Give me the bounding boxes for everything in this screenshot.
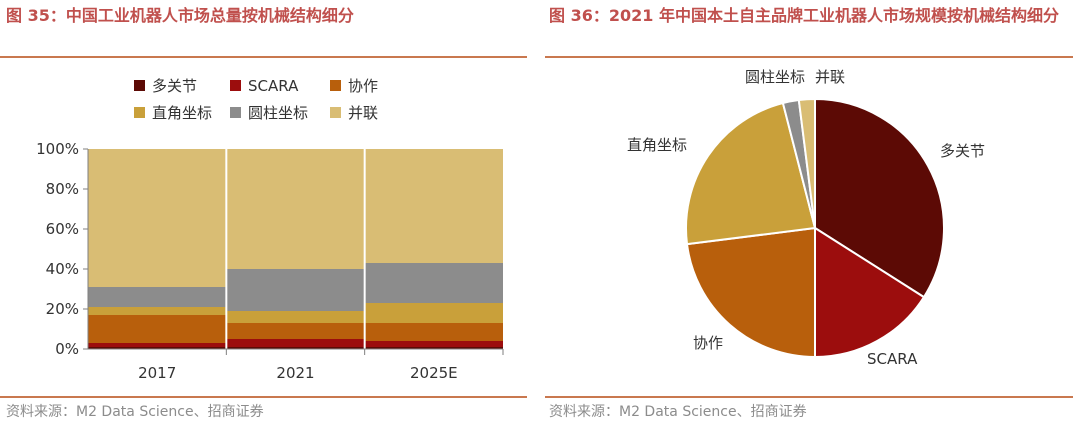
legend-swatch-collaborative bbox=[330, 80, 341, 91]
y-tick-label: 80% bbox=[46, 180, 79, 198]
pie-slice-parallel bbox=[797, 97, 816, 229]
y-tick-label: 20% bbox=[46, 300, 79, 318]
right-figure: 图 36：2021 年中国本土自主品牌工业机器人市场规模按机械结构细分 多关节 S… bbox=[545, 0, 1073, 425]
legend-label-collaborative: 协作 bbox=[348, 77, 378, 95]
x-tick-label-2017: 2017 bbox=[138, 364, 176, 382]
legend-swatch-cylindrical bbox=[230, 107, 241, 118]
legend-label-parallel: 并联 bbox=[348, 104, 378, 122]
y-tick-label: 40% bbox=[46, 260, 79, 278]
left-figure: 图 35：中国工业机器人市场总量按机械结构细分 多关节 SCARA 协作直角坐标 圆柱… bbox=[0, 0, 527, 425]
pie-slice-collaborative bbox=[685, 226, 816, 359]
legend-label-cartesian: 直角坐标 bbox=[152, 104, 212, 122]
pie-chart: 多关节 SCARA 协作 直角坐标 圆柱坐标 并联 bbox=[627, 68, 985, 368]
pie-label-cylindrical: 圆柱坐标 bbox=[745, 68, 805, 86]
bar-segment-cylindrical-2025e bbox=[364, 263, 503, 303]
x-tick-label-2025e: 2025E bbox=[410, 364, 458, 382]
bar-segment-articulated-2021 bbox=[226, 347, 365, 349]
pie-label-articulated: 多关节 bbox=[940, 142, 985, 160]
y-tick-label: 0% bbox=[55, 340, 79, 358]
y-tick-label: 60% bbox=[46, 220, 79, 238]
bar-segment-cartesian-2017 bbox=[88, 307, 227, 315]
title-rule bbox=[545, 56, 1073, 58]
bar-segment-collaborative-2021 bbox=[226, 323, 365, 339]
legend-label-scara: SCARA bbox=[248, 77, 299, 95]
bar-segment-cylindrical-2017 bbox=[88, 287, 227, 307]
bar-segment-scara-2017 bbox=[88, 343, 227, 347]
bar-segment-collaborative-2025e bbox=[364, 323, 503, 341]
legend-swatch-parallel bbox=[330, 107, 341, 118]
bar-segment-collaborative-2017 bbox=[88, 315, 227, 343]
pie-label-parallel: 并联 bbox=[815, 68, 845, 86]
legend-label-cylindrical: 圆柱坐标 bbox=[248, 104, 308, 122]
figure-36-title: 图 36：2021 年中国本土自主品牌工业机器人市场规模按机械结构细分 bbox=[549, 6, 1059, 25]
source-rule bbox=[545, 396, 1073, 398]
figure-35-source: 资料来源：M2 Data Science、招商证券 bbox=[6, 404, 264, 420]
bar-segment-articulated-2017 bbox=[88, 347, 227, 349]
bar-segment-parallel-2025e bbox=[364, 149, 503, 263]
pie-slice-cartesian bbox=[685, 101, 817, 246]
bar-segment-scara-2025e bbox=[364, 341, 503, 347]
bar-segment-cartesian-2025e bbox=[364, 303, 503, 323]
bar-segment-cylindrical-2021 bbox=[226, 269, 365, 311]
bar-segment-scara-2021 bbox=[226, 339, 365, 347]
source-rule bbox=[0, 396, 527, 398]
figure-35-title: 图 35：中国工业机器人市场总量按机械结构细分 bbox=[6, 6, 354, 25]
x-tick-label-2021: 2021 bbox=[276, 364, 314, 382]
bar-segment-cartesian-2021 bbox=[226, 311, 365, 323]
pie-label-scara: SCARA bbox=[867, 350, 918, 368]
legend-label-articulated: 多关节 bbox=[152, 77, 197, 95]
bar-segment-parallel-2021 bbox=[226, 149, 365, 269]
title-rule bbox=[0, 56, 527, 58]
figure-36-source: 资料来源：M2 Data Science、招商证券 bbox=[549, 404, 807, 420]
bar-segment-articulated-2025e bbox=[364, 347, 503, 349]
legend-swatch-cartesian bbox=[134, 107, 145, 118]
legend-swatch-articulated bbox=[134, 80, 145, 91]
bar-segment-parallel-2017 bbox=[88, 149, 227, 287]
pie-slice-scara bbox=[814, 226, 926, 359]
y-tick-label: 100% bbox=[36, 140, 79, 158]
pie-label-cartesian: 直角坐标 bbox=[627, 136, 687, 154]
pie-label-collaborative: 协作 bbox=[693, 334, 723, 352]
legend-swatch-scara bbox=[230, 80, 241, 91]
